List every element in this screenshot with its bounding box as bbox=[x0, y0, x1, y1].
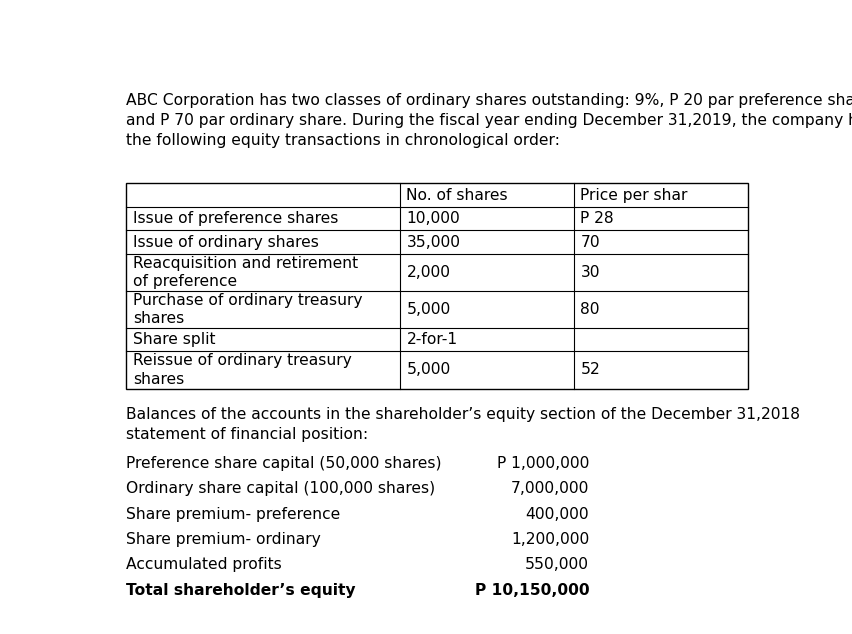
Text: 5,000: 5,000 bbox=[406, 363, 450, 377]
Text: 35,000: 35,000 bbox=[406, 235, 460, 250]
Text: 30: 30 bbox=[580, 265, 599, 280]
Text: 52: 52 bbox=[580, 363, 600, 377]
Text: P 10,150,000: P 10,150,000 bbox=[474, 583, 589, 598]
Text: 2-for-1: 2-for-1 bbox=[406, 332, 457, 347]
Text: Ordinary share capital (100,000 shares): Ordinary share capital (100,000 shares) bbox=[126, 481, 435, 496]
Text: Reacquisition and retirement: Reacquisition and retirement bbox=[133, 256, 358, 271]
Text: 1,200,000: 1,200,000 bbox=[510, 532, 589, 547]
Text: Share split: Share split bbox=[133, 332, 216, 347]
Text: 7,000,000: 7,000,000 bbox=[510, 481, 589, 496]
Text: 70: 70 bbox=[580, 235, 600, 250]
Text: Share premium- ordinary: Share premium- ordinary bbox=[126, 532, 321, 547]
Text: 80: 80 bbox=[580, 302, 599, 317]
Text: 5,000: 5,000 bbox=[406, 302, 450, 317]
Bar bbox=[126, 183, 747, 389]
Text: Issue of preference shares: Issue of preference shares bbox=[133, 211, 338, 226]
Text: No. of shares: No. of shares bbox=[406, 188, 508, 203]
Text: Share premium- preference: Share premium- preference bbox=[126, 507, 340, 522]
Text: Price per shar: Price per shar bbox=[580, 188, 687, 203]
Text: Accumulated profits: Accumulated profits bbox=[126, 557, 282, 573]
Text: 400,000: 400,000 bbox=[525, 507, 589, 522]
Text: Purchase of ordinary treasury: Purchase of ordinary treasury bbox=[133, 293, 362, 307]
Text: Reissue of ordinary treasury: Reissue of ordinary treasury bbox=[133, 353, 351, 368]
Text: P 1,000,000: P 1,000,000 bbox=[496, 456, 589, 471]
Text: Preference share capital (50,000 shares): Preference share capital (50,000 shares) bbox=[126, 456, 441, 471]
Text: of preference: of preference bbox=[133, 274, 237, 289]
Text: shares: shares bbox=[133, 372, 184, 387]
Text: ABC Corporation has two classes of ordinary shares outstanding: 9%, P 20 par pre: ABC Corporation has two classes of ordin… bbox=[126, 93, 852, 148]
Text: 2,000: 2,000 bbox=[406, 265, 450, 280]
Text: 10,000: 10,000 bbox=[406, 211, 460, 226]
Text: P 28: P 28 bbox=[580, 211, 613, 226]
Text: Balances of the accounts in the shareholder’s equity section of the December 31,: Balances of the accounts in the sharehol… bbox=[126, 407, 799, 442]
Text: Total shareholder’s equity: Total shareholder’s equity bbox=[126, 583, 355, 598]
Text: 550,000: 550,000 bbox=[525, 557, 589, 573]
Text: shares: shares bbox=[133, 311, 184, 327]
Text: Issue of ordinary shares: Issue of ordinary shares bbox=[133, 235, 319, 250]
